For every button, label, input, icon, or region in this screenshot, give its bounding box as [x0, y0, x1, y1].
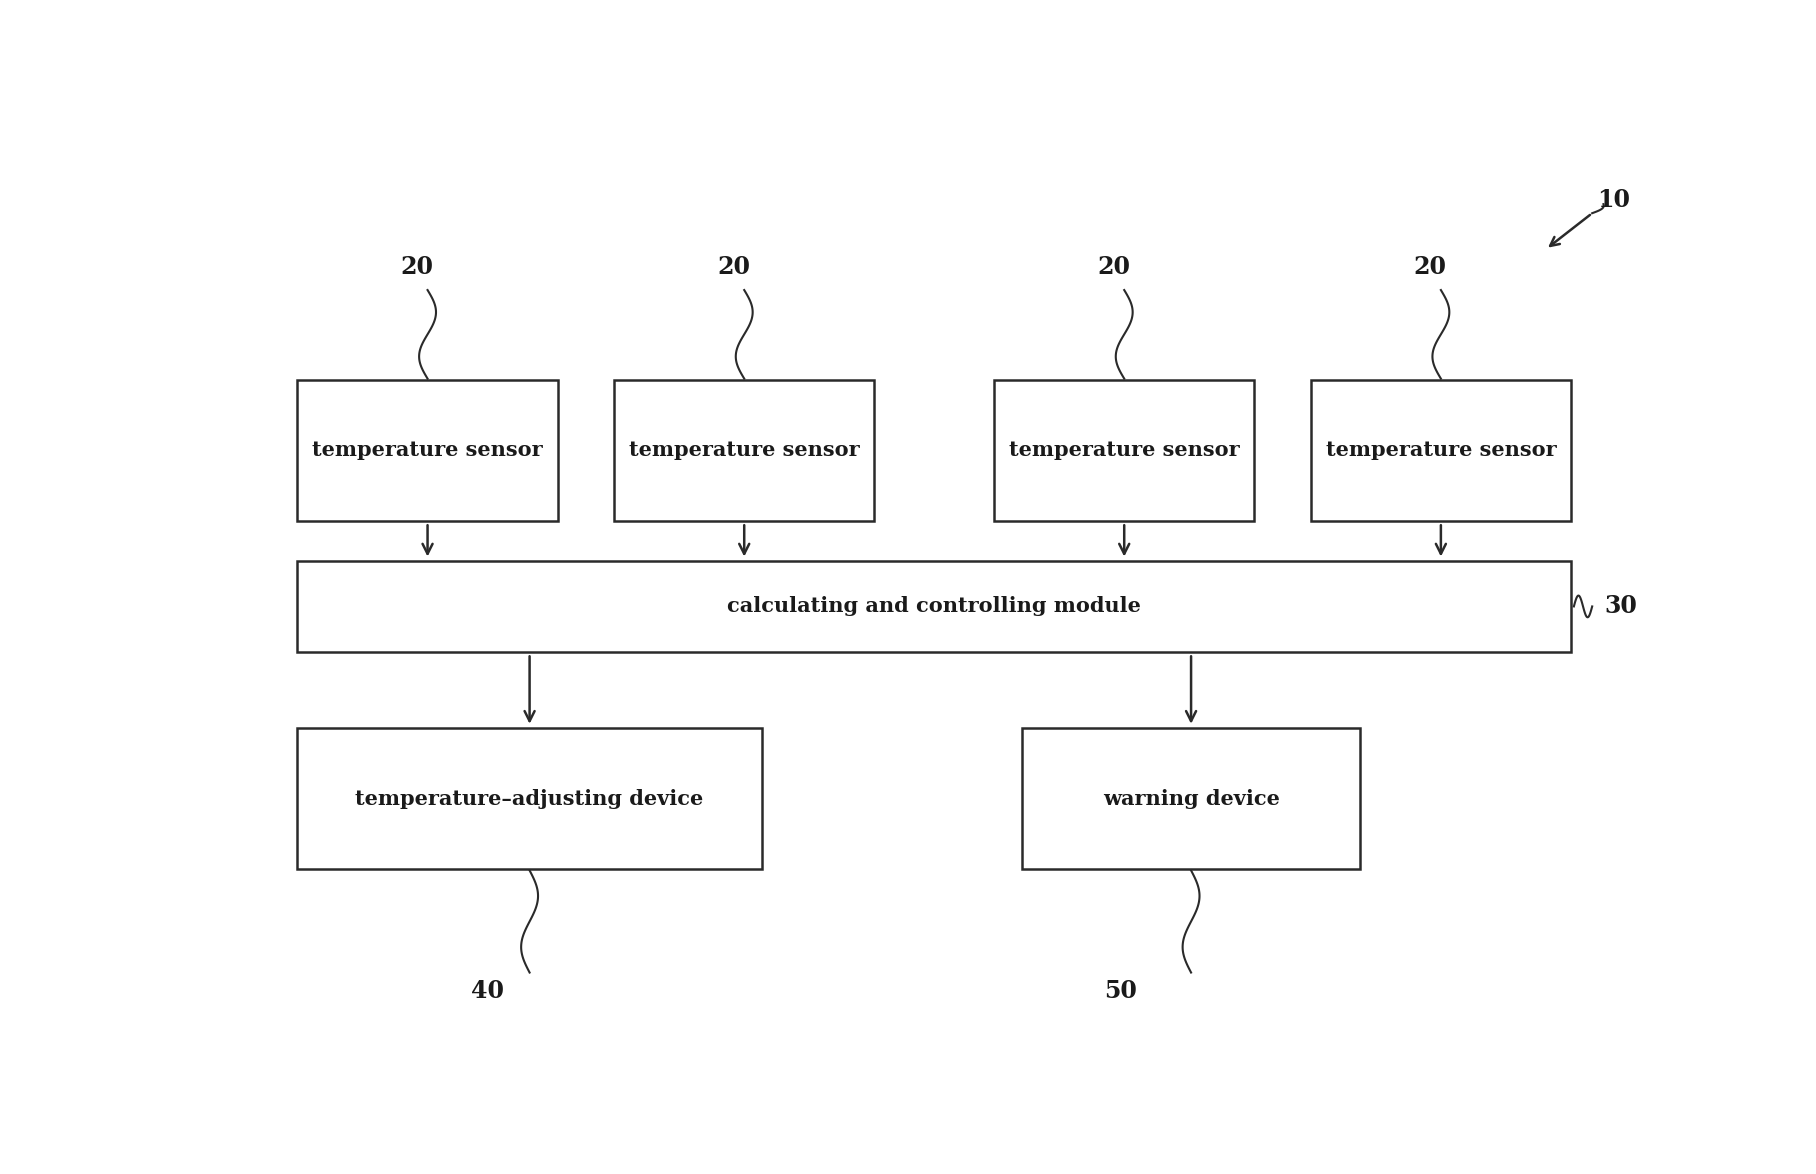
Bar [993, 380, 1255, 520]
Bar [1311, 380, 1571, 520]
Text: calculating and controlling module: calculating and controlling module [726, 596, 1140, 616]
Text: 10: 10 [1596, 188, 1629, 211]
Bar [1022, 728, 1360, 869]
Text: 20: 20 [717, 256, 750, 279]
Text: temperature–adjusting device: temperature–adjusting device [356, 789, 705, 809]
Text: 30: 30 [1604, 594, 1636, 619]
Text: 40: 40 [470, 979, 503, 1003]
Text: temperature sensor: temperature sensor [1010, 440, 1240, 460]
Text: 20: 20 [401, 256, 434, 279]
Bar [298, 380, 558, 520]
Text: warning device: warning device [1102, 789, 1280, 809]
Text: temperature sensor: temperature sensor [312, 440, 543, 460]
Bar [614, 380, 875, 520]
Bar [298, 561, 1571, 652]
Text: temperature sensor: temperature sensor [1326, 440, 1556, 460]
Text: temperature sensor: temperature sensor [628, 440, 859, 460]
Bar [298, 728, 763, 869]
Text: 50: 50 [1104, 979, 1137, 1003]
Text: 20: 20 [1415, 256, 1447, 279]
Text: 20: 20 [1097, 256, 1130, 279]
